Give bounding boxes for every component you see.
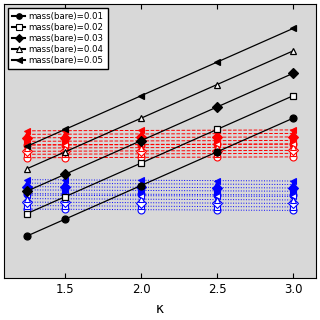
- Legend: mass(bare)=0.01, mass(bare)=0.02, mass(bare)=0.03, mass(bare)=0.04, mass(bare)=0: mass(bare)=0.01, mass(bare)=0.02, mass(b…: [8, 8, 108, 69]
- X-axis label: κ: κ: [156, 302, 164, 316]
